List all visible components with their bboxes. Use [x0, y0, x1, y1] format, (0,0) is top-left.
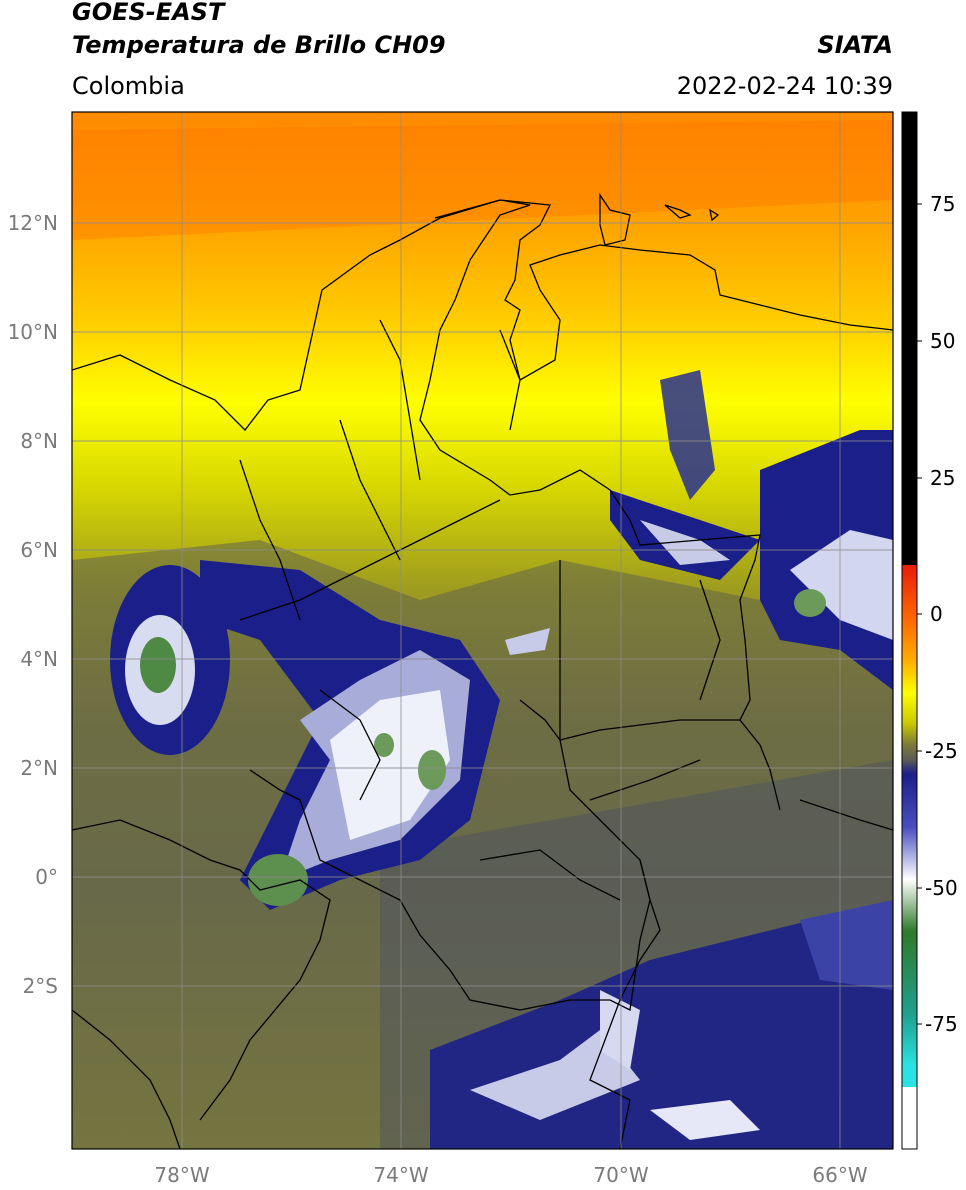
gridlines: [72, 112, 893, 1149]
longitude-ticks: 78°W 74°W 70°W 66°W: [154, 1163, 867, 1187]
lat-tick: 10°N: [8, 320, 58, 344]
convective-clouds: [110, 370, 893, 1149]
colorbar-gradient: [902, 112, 917, 1149]
lat-tick: 12°N: [8, 211, 58, 235]
map-frame: [71, 111, 894, 1150]
colorbar-tick: 50: [930, 329, 955, 353]
region-label: Colombia: [72, 72, 185, 100]
lon-tick: 74°W: [373, 1163, 428, 1187]
title-line-2: Temperatura de Brillo CH09: [72, 31, 446, 59]
lon-tick: 66°W: [812, 1163, 867, 1187]
colorbar-tick: 75: [930, 192, 955, 216]
lat-tick: 2°N: [20, 756, 58, 780]
colorbar-tick: -25: [925, 739, 958, 763]
colorbar-tick: -75: [925, 1012, 958, 1036]
lat-tick: 8°N: [20, 429, 58, 453]
lat-tick: 4°N: [20, 647, 58, 671]
colorbar-frame: [901, 111, 918, 1150]
lon-tick: 70°W: [593, 1163, 648, 1187]
country-borders: [72, 192, 893, 1149]
lon-tick: 78°W: [154, 1163, 209, 1187]
title-line-1: GOES-EAST: [72, 0, 225, 26]
colorbar-tick: -50: [925, 876, 958, 900]
lat-tick: 2°S: [23, 974, 58, 998]
colorbar: 75 50 25 0 -25 -50 -75: [901, 111, 958, 1150]
colorbar-tick: 0: [930, 602, 943, 626]
lat-tick: 6°N: [20, 538, 58, 562]
latitude-ticks: 12°N 10°N 8°N 6°N 4°N 2°N 0° 2°S: [8, 211, 58, 998]
agency-label: SIATA: [817, 31, 893, 59]
satellite-imagery: [72, 112, 893, 1149]
colorbar-tick: 25: [930, 466, 955, 490]
lat-tick: 0°: [35, 865, 58, 889]
datetime-label: 2022-02-24 10:39: [676, 72, 893, 100]
